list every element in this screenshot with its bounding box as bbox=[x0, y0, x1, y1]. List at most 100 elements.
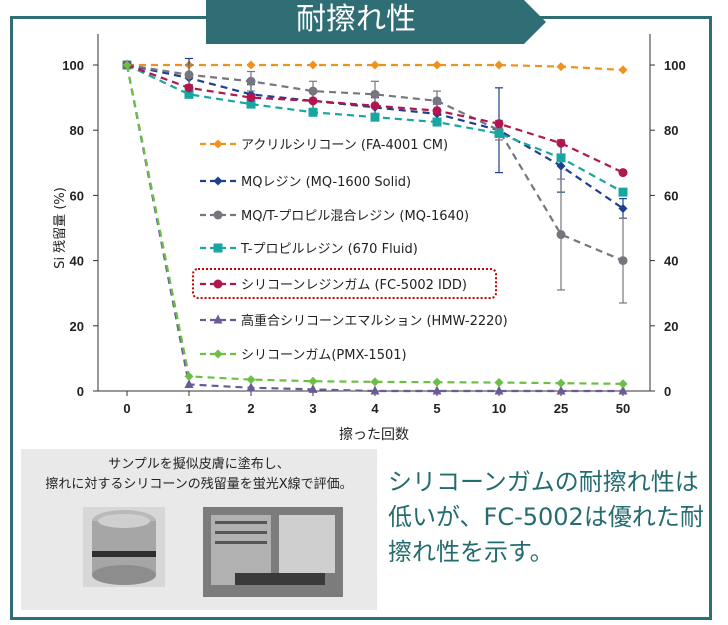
legend-marker bbox=[213, 210, 223, 220]
series-line bbox=[126, 63, 624, 262]
data-point bbox=[556, 138, 566, 148]
legend-label: シリコーンレジンガム (FC-5002 IDD) bbox=[241, 278, 467, 293]
data-point bbox=[618, 379, 628, 389]
data-point bbox=[432, 96, 442, 106]
data-point bbox=[370, 377, 380, 387]
x-tick-label: 3 bbox=[309, 401, 316, 416]
legend-label: シリコーンガム(PMX-1501) bbox=[241, 348, 407, 363]
y-tick-label-left: 0 bbox=[77, 384, 84, 399]
data-point bbox=[556, 62, 566, 72]
legend-marker bbox=[213, 279, 223, 289]
series-line bbox=[125, 64, 624, 385]
data-point bbox=[184, 371, 194, 381]
y-tick-label-right: 0 bbox=[664, 384, 671, 399]
data-point bbox=[618, 168, 628, 178]
series-line bbox=[125, 64, 623, 393]
caption-panel bbox=[21, 449, 377, 610]
data-point bbox=[184, 83, 194, 93]
data-point bbox=[618, 203, 628, 213]
data-point bbox=[618, 385, 628, 395]
data-point bbox=[432, 60, 442, 70]
data-point bbox=[618, 187, 628, 197]
y-axis-title: Si 残留量 (%) bbox=[53, 187, 68, 269]
caption-text: サンプルを擬似皮膚に塗布し、 擦れに対するシリコーンの残留量を蛍光X線で評価。 bbox=[45, 457, 353, 492]
data-point bbox=[246, 76, 256, 86]
series-line bbox=[127, 63, 624, 71]
data-point bbox=[432, 106, 442, 116]
data-point bbox=[618, 65, 628, 75]
data-point bbox=[308, 383, 318, 393]
y-tick-label-right: 40 bbox=[664, 254, 678, 269]
x-tick-label: 50 bbox=[616, 401, 630, 416]
slide-title: 耐擦れ性 bbox=[296, 2, 416, 37]
x-axis-title: 擦った回数 bbox=[339, 426, 409, 443]
x-tick-label: 1 bbox=[185, 401, 192, 416]
x-tick-label: 10 bbox=[492, 401, 506, 416]
y-tick-label-left: 20 bbox=[70, 319, 84, 334]
legend-label: MQレジン (MQ-1600 Solid) bbox=[241, 175, 411, 190]
data-point bbox=[432, 117, 442, 127]
data-point bbox=[308, 86, 318, 96]
data-point bbox=[184, 70, 194, 80]
data-point bbox=[494, 385, 504, 395]
data-point bbox=[246, 93, 256, 103]
data-point bbox=[122, 60, 132, 70]
data-point bbox=[308, 60, 318, 70]
data-point bbox=[370, 60, 380, 70]
legend-marker bbox=[213, 139, 223, 149]
legend-label: MQ/T-プロピル混合レジン (MQ-1640) bbox=[241, 209, 469, 224]
data-point bbox=[370, 89, 380, 99]
title-tab-shape bbox=[206, 0, 546, 44]
data-point bbox=[556, 230, 566, 240]
data-point bbox=[556, 161, 566, 171]
data-point bbox=[308, 107, 318, 117]
y-tick-label-right: 100 bbox=[664, 58, 686, 73]
data-point bbox=[370, 112, 380, 122]
y-tick-label-right: 20 bbox=[664, 319, 678, 334]
data-point bbox=[246, 375, 256, 385]
y-tick-label-left: 60 bbox=[70, 188, 84, 203]
legend-highlight-box bbox=[192, 268, 497, 299]
data-point bbox=[184, 89, 194, 99]
data-point bbox=[494, 119, 504, 129]
title-tab bbox=[206, 0, 546, 44]
apparatus-photo bbox=[203, 507, 343, 597]
data-point bbox=[246, 99, 256, 109]
y-tick-label-left: 100 bbox=[62, 58, 84, 73]
data-point bbox=[432, 377, 442, 387]
chart: 0 0 20 20 40 40 60 60 80 80 100 100 0 1 2 3 4 5 10 25 50 擦った回… bbox=[53, 34, 686, 443]
legend-marker bbox=[213, 349, 223, 359]
legend-marker bbox=[213, 176, 223, 186]
conclusion-text: シリコーンガムの耐擦れ性は低いが、FC-5002は優れた耐擦れ性を示す。 bbox=[388, 468, 704, 566]
data-point bbox=[556, 385, 566, 395]
data-point bbox=[494, 378, 504, 388]
y-tick-label-right: 60 bbox=[664, 188, 678, 203]
legend-marker bbox=[213, 314, 223, 324]
y-tick-label-left: 80 bbox=[70, 123, 84, 138]
data-point bbox=[308, 376, 318, 386]
x-tick-label: 4 bbox=[371, 401, 379, 416]
data-point bbox=[494, 128, 504, 138]
data-point bbox=[494, 60, 504, 70]
x-tick-label: 0 bbox=[123, 401, 130, 416]
data-point bbox=[308, 96, 318, 106]
data-point bbox=[370, 385, 380, 395]
legend-marker bbox=[213, 243, 223, 253]
caption-photos bbox=[83, 507, 343, 597]
y-tick-label-left: 40 bbox=[70, 254, 84, 269]
data-point bbox=[246, 60, 256, 70]
data-point bbox=[246, 382, 256, 392]
data-point bbox=[184, 378, 194, 388]
legend-label: T-プロピルレジン (670 Fluid) bbox=[240, 242, 418, 257]
data-point bbox=[432, 385, 442, 395]
data-point bbox=[370, 101, 380, 111]
data-point bbox=[618, 256, 628, 266]
data-point bbox=[556, 378, 566, 388]
data-point bbox=[556, 153, 566, 163]
y-tick-label-right: 80 bbox=[664, 123, 678, 138]
x-tick-label: 2 bbox=[247, 401, 254, 416]
sample-holder-photo bbox=[83, 507, 165, 587]
x-tick-label: 25 bbox=[554, 401, 568, 416]
legend-label: 高重合シリコーンエマルション (HMW-2220) bbox=[241, 313, 508, 329]
x-tick-label: 5 bbox=[433, 401, 440, 416]
